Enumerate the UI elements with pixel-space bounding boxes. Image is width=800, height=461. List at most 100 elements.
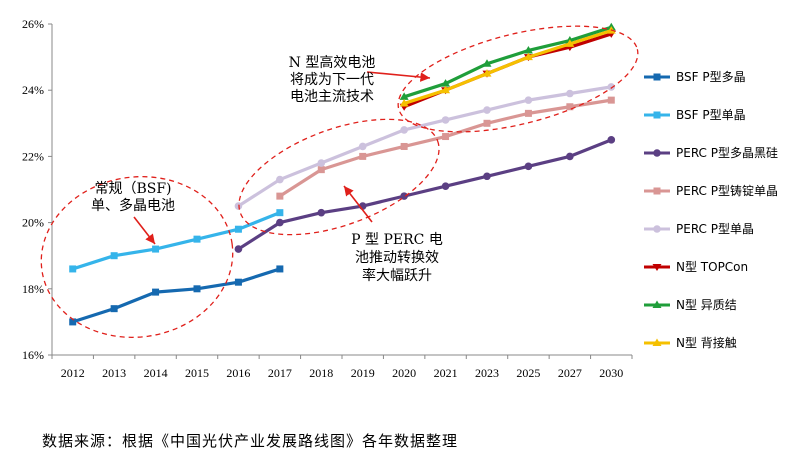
legend-item: BSF P型多晶: [644, 70, 746, 84]
y-tick-label: 26%: [22, 17, 44, 31]
n-type-highlight-ellipse: [397, 25, 639, 133]
data-point: [441, 116, 450, 124]
data-point: [234, 245, 243, 253]
annotation-text: 单、多晶电池: [91, 197, 175, 214]
data-point: [441, 85, 451, 94]
legend-marker: [652, 264, 662, 271]
y-tick-label: 24%: [22, 83, 44, 97]
series-line: [278, 98, 612, 198]
data-point: [483, 172, 491, 181]
series-4: [234, 83, 616, 210]
series-line: [403, 29, 612, 105]
data-point: [152, 245, 160, 253]
annotation-text: P 型 PERC 电: [351, 232, 443, 248]
x-tick-label: 2030: [599, 366, 623, 380]
data-point: [607, 136, 616, 144]
annotation-text: 率大幅跃升: [362, 267, 432, 284]
data-point: [234, 225, 242, 233]
x-tick-label: 2014: [144, 366, 168, 380]
legend-label: BSF P型单晶: [676, 108, 746, 122]
legend-item: PERC P型多晶黑硅: [644, 146, 778, 160]
x-tick-label: 2020: [392, 366, 416, 380]
series-3: [276, 96, 615, 200]
x-tick-label: 2013: [102, 366, 126, 380]
x-tick-label: 2021: [434, 366, 458, 380]
data-point: [523, 45, 533, 54]
data-point: [400, 126, 408, 134]
data-point: [317, 166, 325, 174]
data-point: [566, 89, 574, 98]
legend-marker: [652, 338, 662, 346]
data-point: [482, 59, 492, 67]
annotation-text: 常规（BSF): [94, 181, 171, 197]
data-point: [442, 133, 450, 141]
series-line: [72, 211, 281, 271]
series-2: [234, 136, 616, 253]
series-line: [403, 32, 612, 109]
data-point: [276, 265, 284, 273]
legend-marker: [653, 187, 661, 195]
data-point: [193, 285, 201, 293]
legend-item: N型 TOPCon: [644, 260, 748, 274]
series-0: [69, 265, 284, 326]
x-tick-label: 2012: [61, 366, 85, 380]
series-line: [72, 267, 281, 324]
x-tick-label: 2016: [226, 366, 250, 380]
x-tick-label: 2019: [351, 366, 375, 380]
data-point: [110, 305, 118, 313]
data-point: [607, 83, 616, 91]
annotation-text: N 型高效电池: [289, 54, 376, 71]
legend-item: N型 背接触: [644, 335, 737, 350]
data-point: [276, 192, 284, 200]
data-point: [482, 69, 492, 77]
efficiency-line-chart: 16% 18% 20% 22% 24% 26% 2012 2013 2014 2015 2016 20…: [22, 17, 778, 380]
legend-item: BSF P型单晶: [644, 108, 746, 122]
data-point: [234, 278, 242, 286]
bsf-highlight-ellipse: [40, 176, 234, 338]
legend-item: PERC P型单晶: [644, 222, 754, 236]
legend-marker: [653, 149, 661, 157]
annotation-bsf: 常规（BSF)单、多晶电池: [91, 181, 175, 245]
legend-item: PERC P型铸锭单晶: [644, 183, 778, 198]
legend-marker: [653, 111, 661, 119]
annotation-arrow: [366, 71, 431, 82]
y-tick-label: 18%: [22, 282, 44, 296]
legend-marker: [652, 300, 662, 308]
data-point: [607, 96, 615, 104]
annotation-arrow: [133, 216, 156, 245]
data-point: [69, 318, 77, 326]
data-point: [483, 106, 491, 114]
data-point: [110, 252, 118, 260]
series-7: [399, 26, 616, 107]
data-point: [524, 96, 533, 104]
source-note: 数据来源：根据《中国光伏产业发展路线图》各年数据整理: [42, 432, 459, 450]
data-point: [359, 152, 367, 160]
perc-highlight-ellipse: [238, 118, 440, 236]
legend-marker: [653, 225, 661, 233]
data-point: [483, 119, 491, 127]
x-tick-label: 2015: [185, 366, 209, 380]
legend-label: N型 异质结: [676, 298, 737, 312]
y-tick-label: 16%: [22, 348, 44, 362]
legend-label: PERC P型铸锭单晶: [676, 183, 778, 198]
annotation-text: 电池主流技术: [290, 89, 374, 105]
annotation-arrow: [343, 185, 373, 223]
series-6: [399, 22, 616, 100]
data-point: [358, 142, 367, 151]
data-point: [524, 162, 533, 171]
data-point: [152, 288, 160, 296]
series-line: [237, 138, 612, 251]
data-point: [524, 109, 532, 117]
annotation-text: 将成为下一代: [290, 72, 374, 88]
series-1: [69, 209, 284, 273]
data-point: [441, 182, 450, 190]
y-tick-label: 22%: [22, 149, 44, 163]
data-point: [276, 209, 284, 217]
data-point: [193, 235, 201, 243]
x-tick-label: 2023: [475, 366, 499, 380]
x-tick-label: 2018: [309, 366, 333, 380]
legend-label: N型 TOPCon: [676, 260, 748, 274]
x-tick-label: 2025: [516, 366, 540, 380]
